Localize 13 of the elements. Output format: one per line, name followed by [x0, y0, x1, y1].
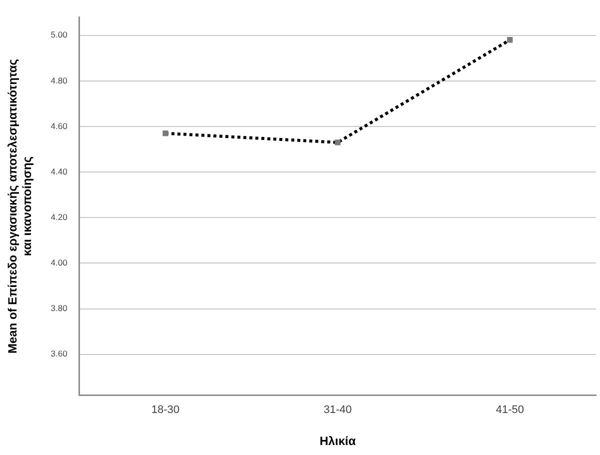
y-tick-label: 4.20 [50, 212, 68, 222]
y-tick-label: 3.60 [50, 348, 68, 359]
y-axis-title: Mean of Επίπεδο εργασιακής αποτελεσματικότητας και ικανοποίησης [6, 58, 34, 354]
x-axis-title: Ηλικία [320, 434, 356, 448]
y-tick-label: 4.40 [50, 166, 68, 176]
x-tick-label: 41-50 [496, 404, 524, 416]
y-tick-label: 5.00 [50, 30, 68, 40]
x-tick-label: 18-30 [151, 404, 180, 416]
y-tick-label: 3.80 [50, 303, 68, 314]
x-tick-label: 31-40 [324, 404, 352, 416]
y-tick-label: 4.00 [50, 258, 68, 268]
y-tick-label: 4.60 [50, 120, 68, 131]
y-tick-label: 4.80 [50, 75, 68, 86]
